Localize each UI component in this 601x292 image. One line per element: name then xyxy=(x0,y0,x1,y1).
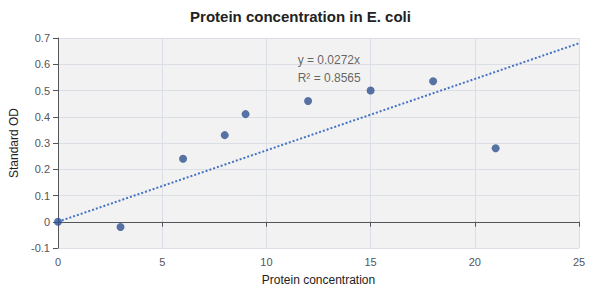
svg-text:15: 15 xyxy=(364,256,376,268)
svg-text:0: 0 xyxy=(44,216,50,228)
svg-text:Protein concentration in E. co: Protein concentration in E. coli xyxy=(190,8,411,25)
svg-text:Protein concentration: Protein concentration xyxy=(262,273,375,287)
svg-text:0.2: 0.2 xyxy=(35,163,50,175)
svg-text:-0.1: -0.1 xyxy=(31,242,50,254)
svg-text:10: 10 xyxy=(260,256,272,268)
svg-text:Standard OD: Standard OD xyxy=(7,108,21,178)
svg-text:0.1: 0.1 xyxy=(35,190,50,202)
svg-text:25: 25 xyxy=(573,256,585,268)
svg-text:0.5: 0.5 xyxy=(35,85,50,97)
svg-text:y = 0.0272x: y = 0.0272x xyxy=(298,53,360,67)
svg-text:0.6: 0.6 xyxy=(35,58,50,70)
svg-text:0.7: 0.7 xyxy=(35,32,50,44)
svg-text:0: 0 xyxy=(55,256,61,268)
svg-text:0.4: 0.4 xyxy=(35,111,50,123)
svg-text:0.3: 0.3 xyxy=(35,137,50,149)
svg-text:5: 5 xyxy=(159,256,165,268)
svg-text:R² = 0.8565: R² = 0.8565 xyxy=(298,71,361,85)
svg-text:20: 20 xyxy=(469,256,481,268)
